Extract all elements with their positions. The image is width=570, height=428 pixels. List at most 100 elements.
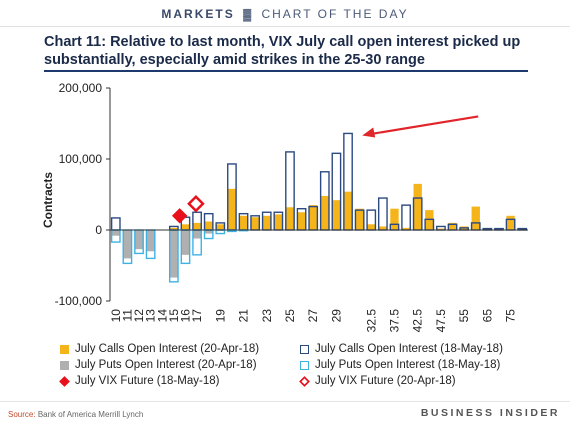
bar-calls-apr xyxy=(506,215,515,230)
source-label: Source: xyxy=(8,410,36,419)
bar-calls-apr xyxy=(239,215,248,230)
bar-calls-apr xyxy=(413,183,422,230)
bar-calls-apr xyxy=(181,224,190,230)
bar-calls-apr xyxy=(332,200,341,230)
footer-divider xyxy=(0,401,570,402)
bar-calls-apr xyxy=(483,228,492,230)
x-tick-label: 16 xyxy=(178,309,192,323)
x-tick-label: 25 xyxy=(283,309,297,323)
bar-calls-apr xyxy=(169,227,179,230)
legend-label-calls-apr: July Calls Open Interest (20-Apr-18) xyxy=(75,343,260,355)
chart-title: Chart 11: Relative to last month, VIX Ju… xyxy=(44,34,521,68)
x-tick-label: 21 xyxy=(237,309,251,323)
bar-calls-may xyxy=(436,225,446,231)
bar-calls-apr xyxy=(401,227,411,230)
bar-calls-may xyxy=(401,204,411,231)
y-tick-label: 200,000 xyxy=(59,81,103,95)
vix-marker-may xyxy=(171,208,188,224)
y-tick-label: -100,000 xyxy=(55,294,103,308)
bar-calls-apr xyxy=(250,217,260,230)
bar-calls-apr xyxy=(343,191,353,230)
bar-calls-apr xyxy=(367,224,376,230)
bar-calls-may xyxy=(110,217,121,231)
bar-puts-apr xyxy=(111,230,120,236)
bar-puts-apr xyxy=(169,230,179,278)
x-tick-label: 75 xyxy=(504,309,518,323)
bar-calls-apr xyxy=(192,222,202,230)
header-divider xyxy=(0,26,570,27)
x-tick-label: 11 xyxy=(120,309,134,322)
header-banner: MARKETS ▓ CHART OF THE DAY xyxy=(0,0,570,30)
x-tick-label: 12 xyxy=(132,309,146,323)
bar-calls-apr xyxy=(320,195,329,230)
bar-puts-apr xyxy=(192,230,202,239)
x-tick-label: 37.5 xyxy=(387,309,401,333)
bar-puts-apr xyxy=(181,230,190,255)
header-section: MARKETS xyxy=(161,7,235,21)
legend-item-puts-may: July Puts Open Interest (18-May-18) xyxy=(300,359,500,371)
x-tick-label: 14 xyxy=(155,309,169,323)
legend-diamond-filled-icon xyxy=(59,375,70,387)
bar-calls-apr xyxy=(355,208,364,230)
x-tick-label: 17 xyxy=(190,309,204,323)
bar-calls-apr xyxy=(274,214,283,230)
x-tick-label: 13 xyxy=(144,309,158,323)
legend-swatch-calls-may xyxy=(300,344,309,354)
x-tick-label: 19 xyxy=(213,309,227,323)
x-tick-label: 10 xyxy=(109,309,123,323)
bar-calls-apr xyxy=(262,215,271,230)
title-underline xyxy=(44,70,528,72)
legend-swatch-puts-apr xyxy=(60,360,69,370)
bar-puts-apr xyxy=(146,230,155,252)
bar-calls-apr xyxy=(471,206,480,230)
x-tick-label: 27 xyxy=(306,309,320,323)
legend-label-puts-may: July Puts Open Interest (18-May-18) xyxy=(315,359,501,371)
legend-item-calls-may: July Calls Open Interest (18-May-18) xyxy=(300,343,503,355)
y-tick-label: 100,000 xyxy=(59,152,103,166)
y-axis-title: Contracts xyxy=(41,172,55,228)
legend-label-vix-may: July VIX Future (18-May-18) xyxy=(75,375,220,387)
legend-label-puts-apr: July Puts Open Interest (20-Apr-18) xyxy=(75,359,257,371)
header-title: MARKETS ▓ CHART OF THE DAY xyxy=(0,7,570,21)
x-tick-label: 65 xyxy=(480,309,494,323)
vix-marker-apr xyxy=(187,194,205,213)
x-tick-label: 15 xyxy=(167,309,181,323)
y-tick-label: 0 xyxy=(95,223,102,237)
x-tick-label: 42.5 xyxy=(411,309,425,333)
bar-calls-apr xyxy=(285,207,295,230)
bar-calls-apr xyxy=(309,205,318,230)
x-tick-label: 29 xyxy=(329,309,343,323)
legend-item-vix-apr: July VIX Future (20-Apr-18) xyxy=(299,375,456,387)
bar-puts-apr xyxy=(134,230,144,250)
x-tick-label: 23 xyxy=(260,309,274,323)
bar-puts-apr xyxy=(123,230,132,259)
bar-calls-apr xyxy=(390,208,399,230)
x-tick-label: 55 xyxy=(457,309,471,323)
source-note: Source: Bank of America Merrill Lynch xyxy=(8,410,143,419)
header-series-name: CHART OF THE DAY xyxy=(261,7,409,21)
bar-calls-apr xyxy=(436,228,446,230)
bar-calls-apr xyxy=(204,221,213,230)
legend-swatch-calls-apr xyxy=(60,344,69,354)
bar-calls-apr xyxy=(425,210,434,230)
annotation-arrow-head xyxy=(362,127,376,138)
legend-diamond-hollow-icon xyxy=(299,375,310,387)
bar-calls-apr xyxy=(518,228,527,230)
bar-calls-apr xyxy=(448,222,457,230)
bar-puts-may xyxy=(215,229,226,235)
legend-item-vix-may: July VIX Future (18-May-18) xyxy=(59,375,220,387)
source-text: Bank of America Merrill Lynch xyxy=(37,410,144,419)
legend-item-calls-apr: July Calls Open Interest (20-Apr-18) xyxy=(60,343,259,355)
bar-calls-apr xyxy=(297,212,306,230)
legend-label-vix-apr: July VIX Future (20-Apr-18) xyxy=(315,375,456,387)
legend-label-calls-may: July Calls Open Interest (18-May-18) xyxy=(315,343,503,355)
brand-logo: BUSINESS INSIDER xyxy=(420,407,560,419)
legend-swatch-puts-may xyxy=(300,360,309,370)
x-tick-label: 32.5 xyxy=(364,309,378,333)
bar-calls-apr xyxy=(378,226,388,230)
x-tick-label: 47.5 xyxy=(434,309,448,333)
bar-chart-icon: ▓ xyxy=(243,9,254,21)
bar-calls-may xyxy=(377,197,388,231)
legend-item-puts-apr: July Puts Open Interest (20-Apr-18) xyxy=(60,359,257,371)
